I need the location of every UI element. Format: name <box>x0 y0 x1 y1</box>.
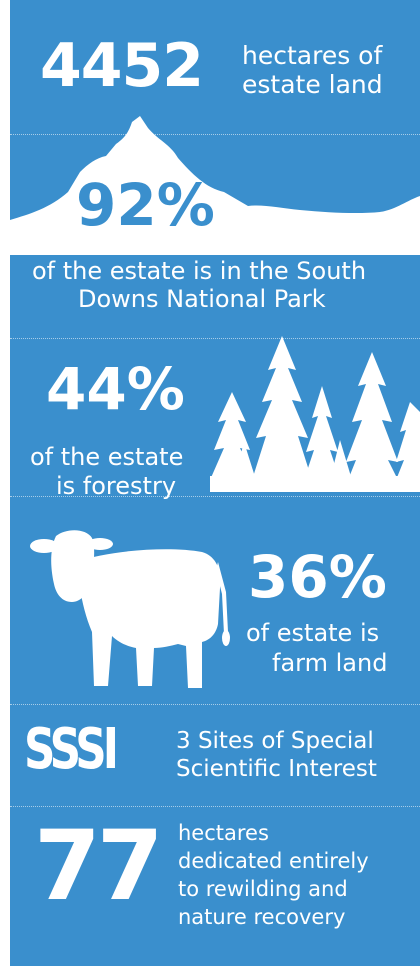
land-caption-line2: estate land <box>242 70 383 99</box>
forest-icon <box>210 336 420 492</box>
section-divider <box>10 806 420 807</box>
mountain-icon <box>10 116 420 255</box>
section-divider <box>10 338 420 339</box>
sssi-value: SSSI <box>24 717 119 782</box>
park-value: 92% <box>76 171 215 239</box>
section-divider <box>10 496 420 497</box>
rewilding-value: 77 <box>34 810 164 922</box>
rewilding-caption-line3: to rewilding and <box>178 877 348 901</box>
farm-caption-line1: of estate is <box>246 619 380 647</box>
rewilding-caption-line4: nature recovery <box>178 905 346 929</box>
section-divider <box>10 704 420 705</box>
forestry-caption-line2: is forestry <box>56 472 177 500</box>
park-caption-line2: Downs National Park <box>78 285 326 313</box>
land-caption-line1: hectares of <box>242 41 383 70</box>
rewilding-caption-line1: hectares <box>178 821 269 845</box>
rewilding-caption-line2: dedicated entirely <box>178 849 369 873</box>
cow-icon <box>30 530 230 688</box>
farm-caption-line2: farm land <box>272 649 388 677</box>
land-value: 4452 <box>40 31 204 101</box>
sssi-caption-line2: Scientific Interest <box>176 756 377 782</box>
section-divider <box>10 134 420 135</box>
sssi-caption-line1: 3 Sites of Special <box>176 728 374 754</box>
forestry-value: 44% <box>46 355 185 423</box>
forestry-caption-line1: of the estate <box>30 443 184 471</box>
farm-value: 36% <box>248 543 387 611</box>
infographic-panel: 4452 hectares of estate land 92% of the … <box>10 0 420 966</box>
park-caption-line1: of the estate is in the South <box>32 257 367 285</box>
